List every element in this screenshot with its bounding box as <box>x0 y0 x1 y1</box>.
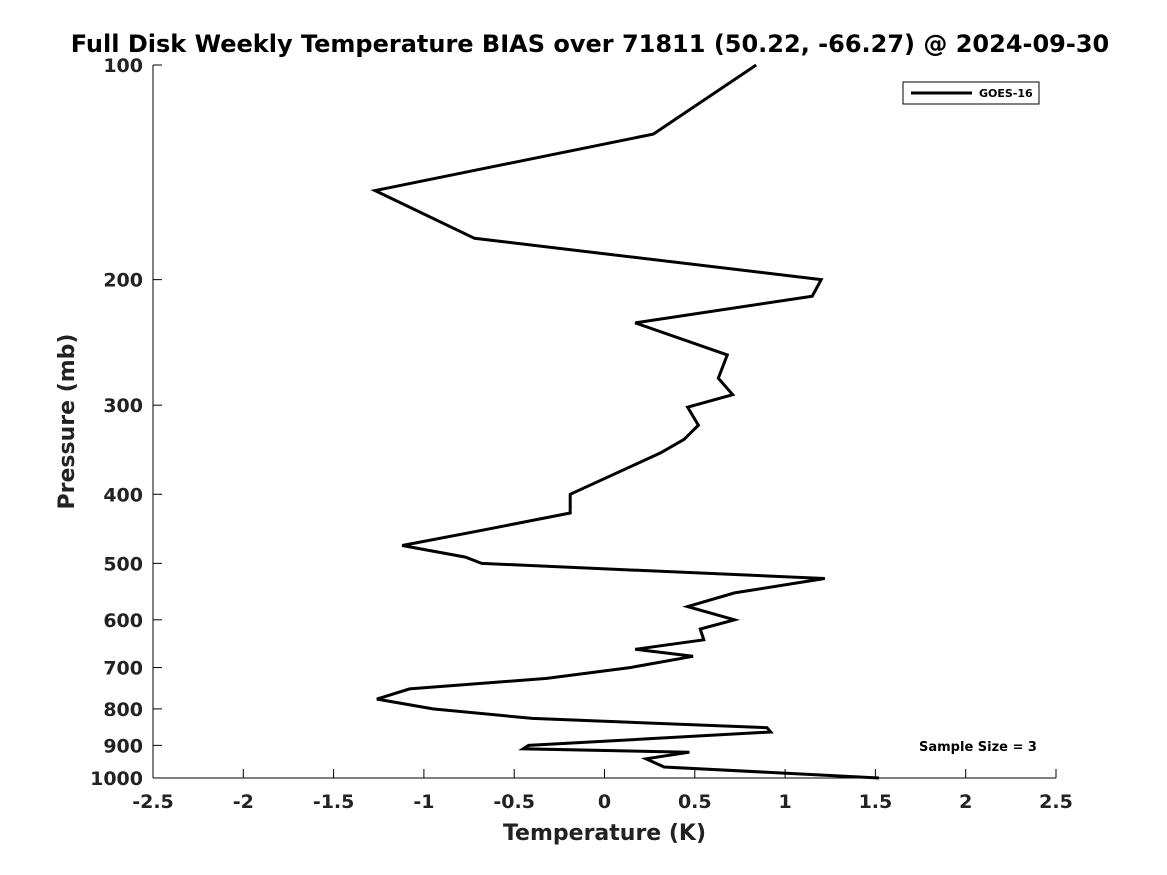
y-tick-label: 300 <box>103 395 143 417</box>
y-tick-label: 100 <box>103 55 143 77</box>
y-tick-label: 200 <box>103 270 143 292</box>
sample-size-annotation: Sample Size = 3 <box>919 740 1037 755</box>
x-tick-label: -1 <box>413 791 434 813</box>
series-line-goes-16 <box>370 63 880 780</box>
x-tick-label: -2.5 <box>132 791 174 813</box>
legend: GOES-16 <box>902 81 1040 105</box>
y-tick-label: 500 <box>103 553 143 575</box>
x-tick-label: 0 <box>598 791 611 813</box>
x-tick-label: 2.5 <box>1039 791 1073 813</box>
y-tick-label: 800 <box>103 699 143 721</box>
x-tick-label: 0.5 <box>678 791 712 813</box>
chart-title: Full Disk Weekly Temperature BIAS over 7… <box>71 30 1110 58</box>
y-axis-ticks: 100 200 300 400 500 600 700 800 900 1000 <box>90 55 162 790</box>
y-tick-label: 1000 <box>90 768 143 790</box>
y-axis-label: Pressure (mb) <box>55 334 80 510</box>
y-tick-label: 700 <box>103 658 143 680</box>
y-tick-label: 900 <box>103 735 143 757</box>
x-tick-label: 1.5 <box>859 791 893 813</box>
x-tick-label: -1.5 <box>313 791 355 813</box>
plot-area <box>370 63 880 780</box>
x-axis-ticks: -2.5 -2 -1.5 -1 -0.5 0 0.5 1 1.5 2 2.5 <box>132 769 1073 813</box>
y-tick-label: 600 <box>103 610 143 632</box>
x-axis-label: Temperature (K) <box>503 821 706 846</box>
legend-label-goes-16: GOES-16 <box>979 87 1033 100</box>
x-tick-label: -0.5 <box>493 791 535 813</box>
x-tick-label: 1 <box>778 791 791 813</box>
x-tick-label: -2 <box>233 791 254 813</box>
y-tick-label: 400 <box>103 484 143 506</box>
x-tick-label: 2 <box>959 791 972 813</box>
